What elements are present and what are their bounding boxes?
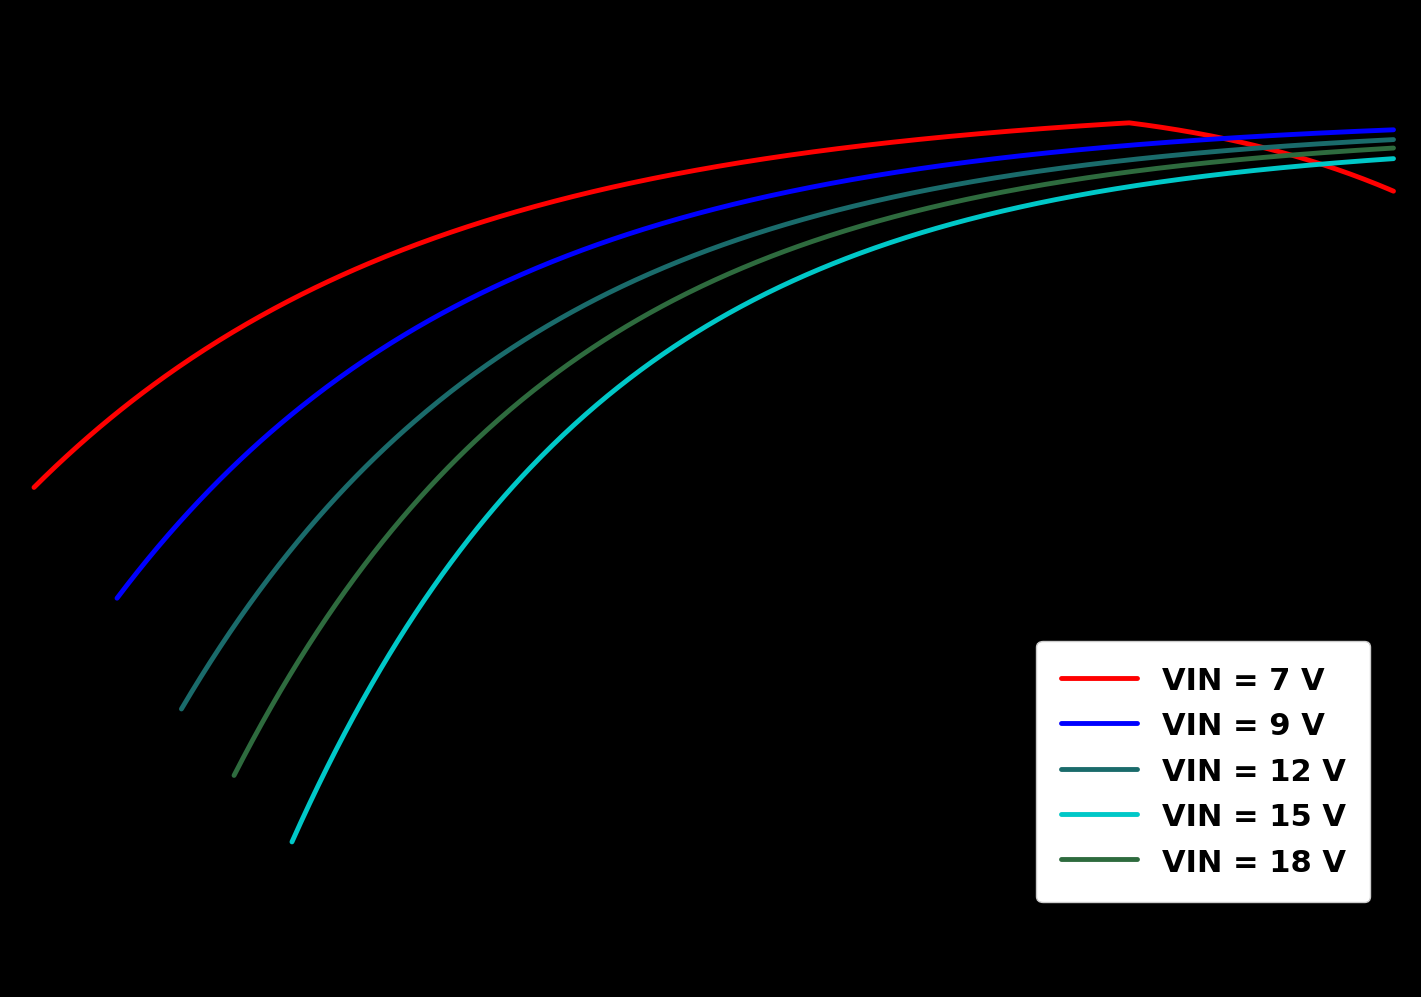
Legend: VIN = 7 V, VIN = 9 V, VIN = 12 V, VIN = 15 V, VIN = 18 V: VIN = 7 V, VIN = 9 V, VIN = 12 V, VIN = … — [1036, 641, 1370, 902]
VIN = 18 V — [1175, 160, 1192, 171]
VIN = 12 V — [1356, 136, 1373, 148]
VIN = 15 V — [939, 219, 956, 231]
VIN = 7 V — [26, 482, 43, 494]
VIN = 18 V — [1357, 144, 1374, 156]
VIN = 9 V — [1354, 125, 1371, 137]
VIN = 12 V — [894, 189, 911, 201]
VIN = 9 V — [799, 181, 816, 193]
VIN = 12 V — [173, 703, 190, 715]
VIN = 7 V — [1385, 185, 1403, 197]
Line: VIN = 12 V: VIN = 12 V — [182, 140, 1394, 709]
VIN = 7 V — [1356, 173, 1373, 185]
VIN = 7 V — [834, 142, 851, 154]
VIN = 9 V — [715, 200, 732, 212]
VIN = 9 V — [1385, 124, 1403, 136]
VIN = 7 V — [1142, 120, 1160, 132]
VIN = 9 V — [1155, 137, 1172, 149]
VIN = 12 V — [756, 225, 773, 237]
VIN = 15 V — [283, 835, 300, 847]
VIN = 7 V — [671, 167, 688, 179]
VIN = 18 V — [915, 203, 932, 215]
VIN = 9 V — [108, 592, 125, 604]
Line: VIN = 7 V: VIN = 7 V — [34, 123, 1394, 488]
VIN = 7 V — [679, 166, 696, 177]
VIN = 12 V — [1385, 134, 1403, 146]
VIN = 9 V — [722, 199, 739, 211]
VIN = 15 V — [813, 262, 830, 274]
VIN = 15 V — [880, 237, 897, 249]
VIN = 7 V — [762, 153, 779, 165]
VIN = 15 V — [1358, 155, 1376, 166]
Line: VIN = 15 V: VIN = 15 V — [291, 159, 1394, 841]
VIN = 15 V — [1187, 171, 1204, 183]
VIN = 18 V — [783, 242, 800, 254]
VIN = 12 V — [1167, 150, 1184, 162]
VIN = 15 V — [807, 265, 824, 277]
VIN = 15 V — [1385, 153, 1403, 165]
VIN = 7 V — [1121, 117, 1138, 129]
VIN = 18 V — [226, 770, 243, 782]
VIN = 18 V — [776, 245, 793, 257]
VIN = 12 V — [828, 204, 845, 216]
Line: VIN = 18 V: VIN = 18 V — [234, 148, 1394, 776]
VIN = 18 V — [853, 220, 870, 232]
VIN = 9 V — [868, 169, 885, 181]
VIN = 12 V — [749, 227, 766, 239]
Line: VIN = 9 V: VIN = 9 V — [117, 130, 1394, 598]
VIN = 18 V — [1385, 142, 1403, 154]
